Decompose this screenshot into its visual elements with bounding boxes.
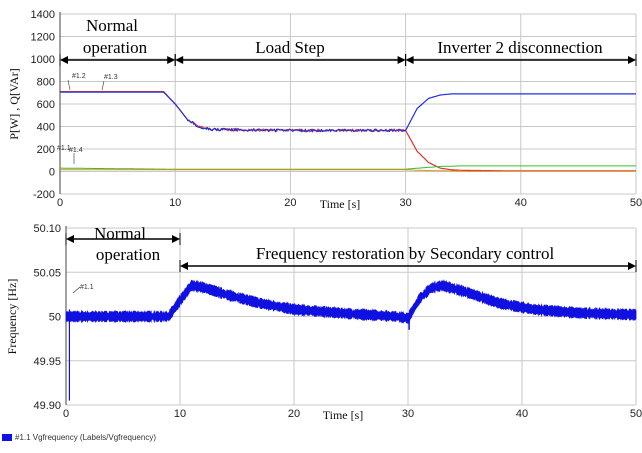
- x-tick-label: 10: [169, 197, 181, 209]
- y-tick-label: 50.05: [33, 267, 61, 279]
- annotation-text: operation: [83, 38, 148, 57]
- series-line-green: [60, 165, 636, 170]
- y-tick-label: 800: [37, 77, 55, 89]
- series-line-red: [60, 91, 636, 172]
- y-tick-label: 1400: [31, 9, 55, 21]
- x-tick-label: 30: [402, 408, 414, 420]
- legend-swatch: [2, 433, 12, 441]
- x-tick-label: 0: [63, 408, 69, 420]
- trace-label-leader: [67, 79, 71, 91]
- trace-label: #1.4: [69, 147, 83, 154]
- annotation-text: Load Step: [255, 38, 324, 57]
- span-arrow-head-right: [628, 262, 636, 270]
- legend: #1.1 Vgfrequency (Labels/Vgfrequency): [2, 431, 156, 443]
- span-arrow-head-right: [397, 56, 406, 64]
- x-tick-label: 30: [399, 197, 411, 209]
- trace-label: #1.1: [80, 284, 94, 291]
- x-tick-label: 10: [174, 408, 186, 420]
- y-tick-label: 600: [37, 99, 55, 111]
- x-tick-label: 40: [516, 408, 528, 420]
- trace-label-leader: [101, 80, 105, 91]
- x-tick-label: 20: [288, 408, 300, 420]
- annotation-text: Normal: [86, 16, 138, 35]
- span-arrow-head-left: [405, 56, 414, 64]
- y-tick-label: 1200: [31, 32, 55, 44]
- y-tick-label: 49.90: [33, 400, 61, 412]
- y-tick-label: -200: [33, 189, 55, 201]
- series-band-frequency: [65, 279, 637, 324]
- x-axis-label: Time [s]: [323, 408, 364, 422]
- x-tick-label: 0: [57, 197, 63, 209]
- span-arrow-head-right: [167, 56, 176, 64]
- y-tick-label: 0: [49, 167, 55, 179]
- x-tick-label: 50: [630, 408, 642, 420]
- series-line-blue: [60, 91, 636, 133]
- y-tick-label: 50: [49, 312, 61, 324]
- span-arrow-head-right: [628, 56, 636, 64]
- y-tick-label: 49.95: [33, 356, 61, 368]
- y-tick-label: 400: [37, 122, 55, 134]
- x-tick-label: 40: [515, 197, 527, 209]
- trace-label: #1.3: [104, 74, 118, 81]
- trace-label: #1.2: [72, 73, 86, 80]
- x-tick-label: 20: [284, 197, 296, 209]
- span-arrow-head-left: [66, 235, 74, 243]
- trace-label: #1.1: [57, 145, 71, 152]
- y-axis-label: Frequency [Hz]: [5, 279, 19, 355]
- series-line-orange: [60, 169, 636, 172]
- x-tick-label: 50: [630, 197, 642, 209]
- span-arrow-head-right: [172, 235, 180, 243]
- span-arrow-head-left: [175, 56, 184, 64]
- y-tick-label: 50.10: [33, 223, 61, 235]
- x-axis-label: Time [s]: [320, 197, 361, 211]
- legend-label: #1.1 Vgfrequency (Labels/Vgfrequency): [15, 432, 156, 442]
- frequency-chart: 49.90 49.95 50 50.05 50.10 0 10 20 30 40 50 Time [s…: [5, 223, 642, 422]
- span-arrow-head-left: [180, 262, 188, 270]
- trace-label-leader: [72, 286, 81, 294]
- y-axis-label: P[W] , Q[VAr]: [7, 68, 21, 139]
- annotation-text: Inverter 2 disconnection: [437, 38, 603, 57]
- y-tick-label: 1000: [31, 54, 55, 66]
- annotation-text: Frequency restoration by Secondary contr…: [256, 244, 555, 263]
- y-tick-label: 200: [37, 144, 55, 156]
- annotation-text: operation: [96, 245, 161, 264]
- annotation-text: Normal: [94, 224, 146, 243]
- span-arrow-head-left: [60, 56, 68, 64]
